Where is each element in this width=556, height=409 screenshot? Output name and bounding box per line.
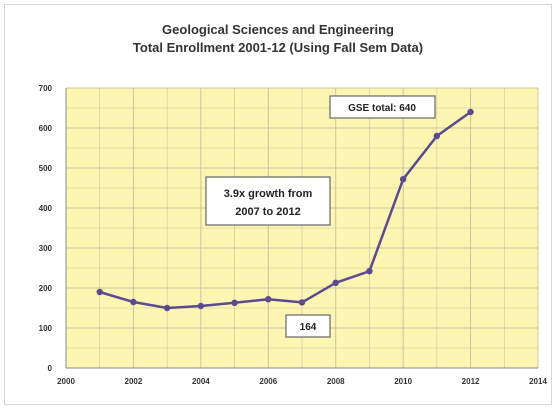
y-tick-labels: 0 100 200 300 400 500 600 700 <box>39 84 53 373</box>
x-tick-label: 2004 <box>192 377 210 386</box>
data-point <box>332 279 339 286</box>
x-tick-label: 2014 <box>529 377 547 386</box>
y-tick-label: 100 <box>39 324 53 333</box>
annotation-growth: 3.9x growth from 2007 to 2012 <box>205 176 331 226</box>
series <box>96 108 474 312</box>
y-tick-label: 500 <box>39 164 53 173</box>
annotation-growth-line-2: 2007 to 2012 <box>235 206 300 218</box>
data-point <box>467 108 474 116</box>
chart-subtitle: Total Enrollment 2001-12 (Using Fall Sem… <box>132 40 424 55</box>
data-point <box>366 268 373 275</box>
data-point <box>130 298 137 306</box>
data-point <box>163 304 171 312</box>
annotation-total-text: GSE total: 640 <box>348 103 416 114</box>
x-tick-label: 2012 <box>462 377 480 386</box>
annotation-low-text: 164 <box>300 322 317 333</box>
data-point <box>96 288 103 296</box>
y-tick-label: 300 <box>39 244 53 253</box>
series-line <box>99 110 472 310</box>
data-point <box>433 132 441 140</box>
data-point <box>197 302 205 310</box>
y-tick-label: 200 <box>39 284 53 293</box>
y-tick-label: 400 <box>39 204 53 213</box>
x-tick-label: 2008 <box>327 377 345 386</box>
annotation-growth-line-1: 3.9x growth from <box>224 188 313 200</box>
data-point <box>265 296 272 303</box>
y-tick-label: 0 <box>48 364 53 373</box>
x-tick-label: 2000 <box>57 377 75 386</box>
y-tick-label: 700 <box>39 84 53 93</box>
annotation-low: 164 <box>285 314 331 338</box>
x-tick-label: 2010 <box>394 377 412 386</box>
chart-title: Geological Sciences and Engineering <box>162 22 394 37</box>
data-point <box>231 299 238 306</box>
chart-frame <box>4 4 552 405</box>
axes <box>65 88 538 369</box>
x-tick-labels: 2000 2002 2004 2006 2008 2010 2012 2014 <box>57 377 547 386</box>
data-point <box>298 299 306 306</box>
x-tick-label: 2002 <box>125 377 143 386</box>
annotation-total: GSE total: 640 <box>329 95 436 119</box>
y-tick-label: 600 <box>39 124 53 133</box>
data-point <box>399 176 407 183</box>
x-tick-label: 2006 <box>259 377 277 386</box>
